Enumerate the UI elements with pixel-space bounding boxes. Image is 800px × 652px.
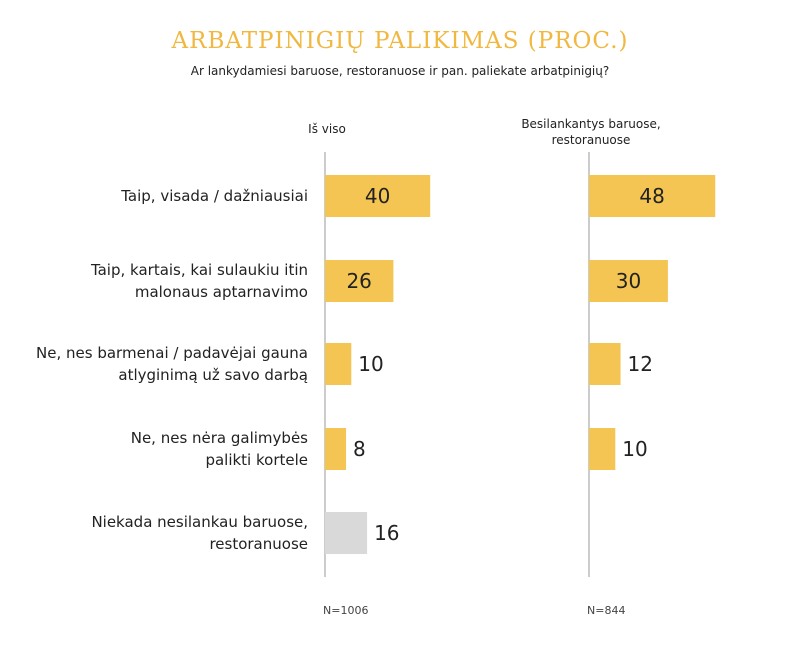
bar xyxy=(325,343,352,385)
category-label-line: Ne, nes barmenai / padavėjai gauna xyxy=(36,344,308,362)
series-header-1: Besilankantys baruose, restoranuose xyxy=(501,116,681,148)
value-label: 10 xyxy=(622,437,647,461)
category-label-line: palikti kortele xyxy=(205,451,308,469)
category-label: Taip, kartais, kai sulaukiu itin malonaus… xyxy=(8,259,308,303)
sample-size-label: N=844 xyxy=(587,604,626,617)
value-label: 8 xyxy=(353,437,366,461)
series-header-0: Iš viso xyxy=(237,121,417,137)
series-header-line: Iš viso xyxy=(308,122,346,136)
sample-size-label: N=1006 xyxy=(323,604,369,617)
bar xyxy=(589,428,616,470)
value-label: 26 xyxy=(346,269,371,293)
chart-subtitle: Ar lankydamiesi baruose, restoranuose ir… xyxy=(190,64,610,78)
category-label: Ne, nes barmenai / padavėjai gauna atlygi… xyxy=(8,342,308,386)
bar xyxy=(589,343,621,385)
category-label: Ne, nes nėra galimybės palikti kortele xyxy=(8,427,308,471)
bar xyxy=(325,175,431,217)
category-label: Taip, visada / dažniausiai xyxy=(8,185,308,207)
category-label-line: Taip, visada / dažniausiai xyxy=(121,187,308,205)
bar xyxy=(589,260,668,302)
value-label: 16 xyxy=(374,521,399,545)
value-label: 10 xyxy=(358,352,383,376)
category-label: Niekada nesilankau baruose, restoranuose xyxy=(8,511,308,555)
category-label-line: atlyginimą už savo darbą xyxy=(118,366,308,384)
bar xyxy=(325,428,347,470)
series-header-line: Besilankantys baruose, xyxy=(521,117,661,131)
value-label: 40 xyxy=(365,184,390,208)
value-label: 30 xyxy=(616,269,641,293)
bar xyxy=(325,260,394,302)
category-label-line: restoranuose xyxy=(209,535,308,553)
category-label-line: Ne, nes nėra galimybės xyxy=(130,429,308,447)
bar xyxy=(325,512,368,554)
category-label-line: malonaus aptarnavimo xyxy=(134,283,308,301)
category-label-line: Taip, kartais, kai sulaukiu itin xyxy=(90,261,308,279)
category-label-line: Niekada nesilankau baruose, xyxy=(91,513,308,531)
value-label: 48 xyxy=(639,184,664,208)
value-label: 12 xyxy=(628,352,653,376)
chart-title: ARBATPINIGIŲ PALIKIMAS (PROC.) xyxy=(171,28,629,54)
bar xyxy=(589,175,716,217)
series-header-line: restoranuose xyxy=(551,133,631,147)
